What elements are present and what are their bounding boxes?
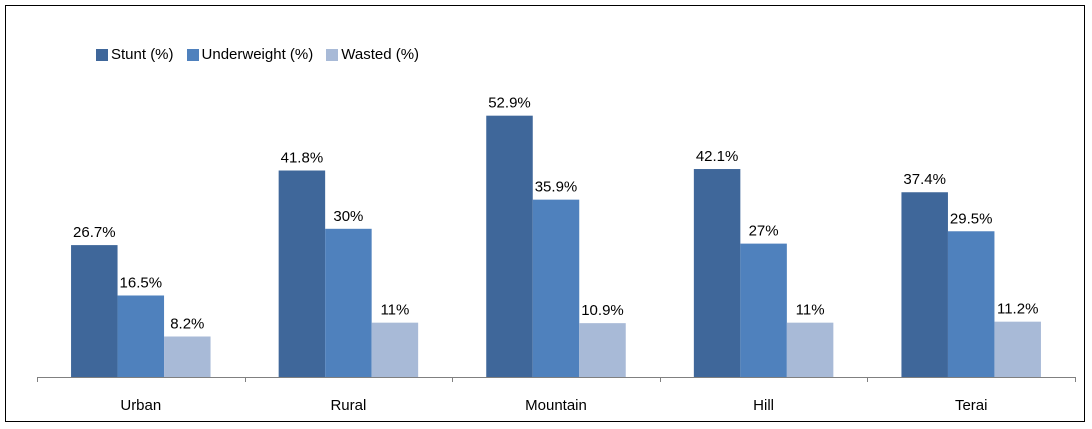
chart-frame: Stunt (%) Underweight (%) Wasted (%) 26.… xyxy=(5,5,1085,422)
bar-underweight xyxy=(947,231,995,377)
bar-stunt xyxy=(71,245,118,377)
bar-stunt xyxy=(486,115,533,377)
x-tick-label: Mountain xyxy=(525,397,587,414)
bar-stunt xyxy=(278,170,326,377)
data-label-underweight: 29.5% xyxy=(950,210,993,227)
bar-stunt xyxy=(901,192,948,377)
bar-chart: 26.7% 16.5% 8.2% Urban 41.8% 30% 11% Rural 52.9%… xyxy=(37,95,1076,414)
data-label-underweight: 30% xyxy=(333,208,363,225)
bar-underweight xyxy=(532,199,580,377)
data-label-wasted: 8.2% xyxy=(170,315,204,332)
x-tick-label: Terai xyxy=(955,397,988,414)
legend-label-underweight: Underweight (%) xyxy=(201,46,314,63)
bar-wasted xyxy=(164,336,211,377)
bar-underweight xyxy=(117,295,165,377)
bar-underweight xyxy=(740,243,787,377)
data-label-stunt: 41.8% xyxy=(281,150,324,167)
legend-item-wasted: Wasted (%) xyxy=(326,46,419,63)
data-label-wasted: 11% xyxy=(796,302,825,319)
data-label-stunt: 37.4% xyxy=(903,171,946,188)
legend-swatch-underweight xyxy=(186,48,199,61)
legend-swatch-wasted xyxy=(326,48,339,61)
data-label-underweight: 35.9% xyxy=(535,179,578,196)
legend-label-wasted: Wasted (%) xyxy=(341,46,420,63)
data-label-wasted: 10.9% xyxy=(581,302,624,319)
x-tick-label: Urban xyxy=(120,397,161,414)
legend: Stunt (%) Underweight (%) Wasted (%) xyxy=(96,46,432,63)
legend-label-stunt: Stunt (%) xyxy=(111,46,174,63)
data-label-stunt: 52.9% xyxy=(488,95,531,112)
data-label-underweight: 16.5% xyxy=(120,274,163,291)
data-label-wasted: 11.2% xyxy=(997,301,1038,318)
data-label-stunt: 42.1% xyxy=(696,148,739,165)
bar-wasted xyxy=(579,323,626,377)
legend-item-stunt: Stunt (%) xyxy=(96,46,174,63)
bar-stunt xyxy=(693,169,741,377)
x-tick-label: Hill xyxy=(753,397,774,414)
legend-item-underweight: Underweight (%) xyxy=(186,46,314,63)
data-label-wasted: 11% xyxy=(380,302,409,319)
bar-underweight xyxy=(325,228,372,377)
legend-swatch-stunt xyxy=(96,48,108,61)
bar-wasted xyxy=(371,322,419,377)
bar-wasted xyxy=(994,321,1041,377)
bar-wasted xyxy=(786,322,834,377)
data-label-stunt: 26.7% xyxy=(73,224,116,241)
data-label-underweight: 27% xyxy=(749,223,779,240)
x-tick-label: Rural xyxy=(330,397,366,414)
